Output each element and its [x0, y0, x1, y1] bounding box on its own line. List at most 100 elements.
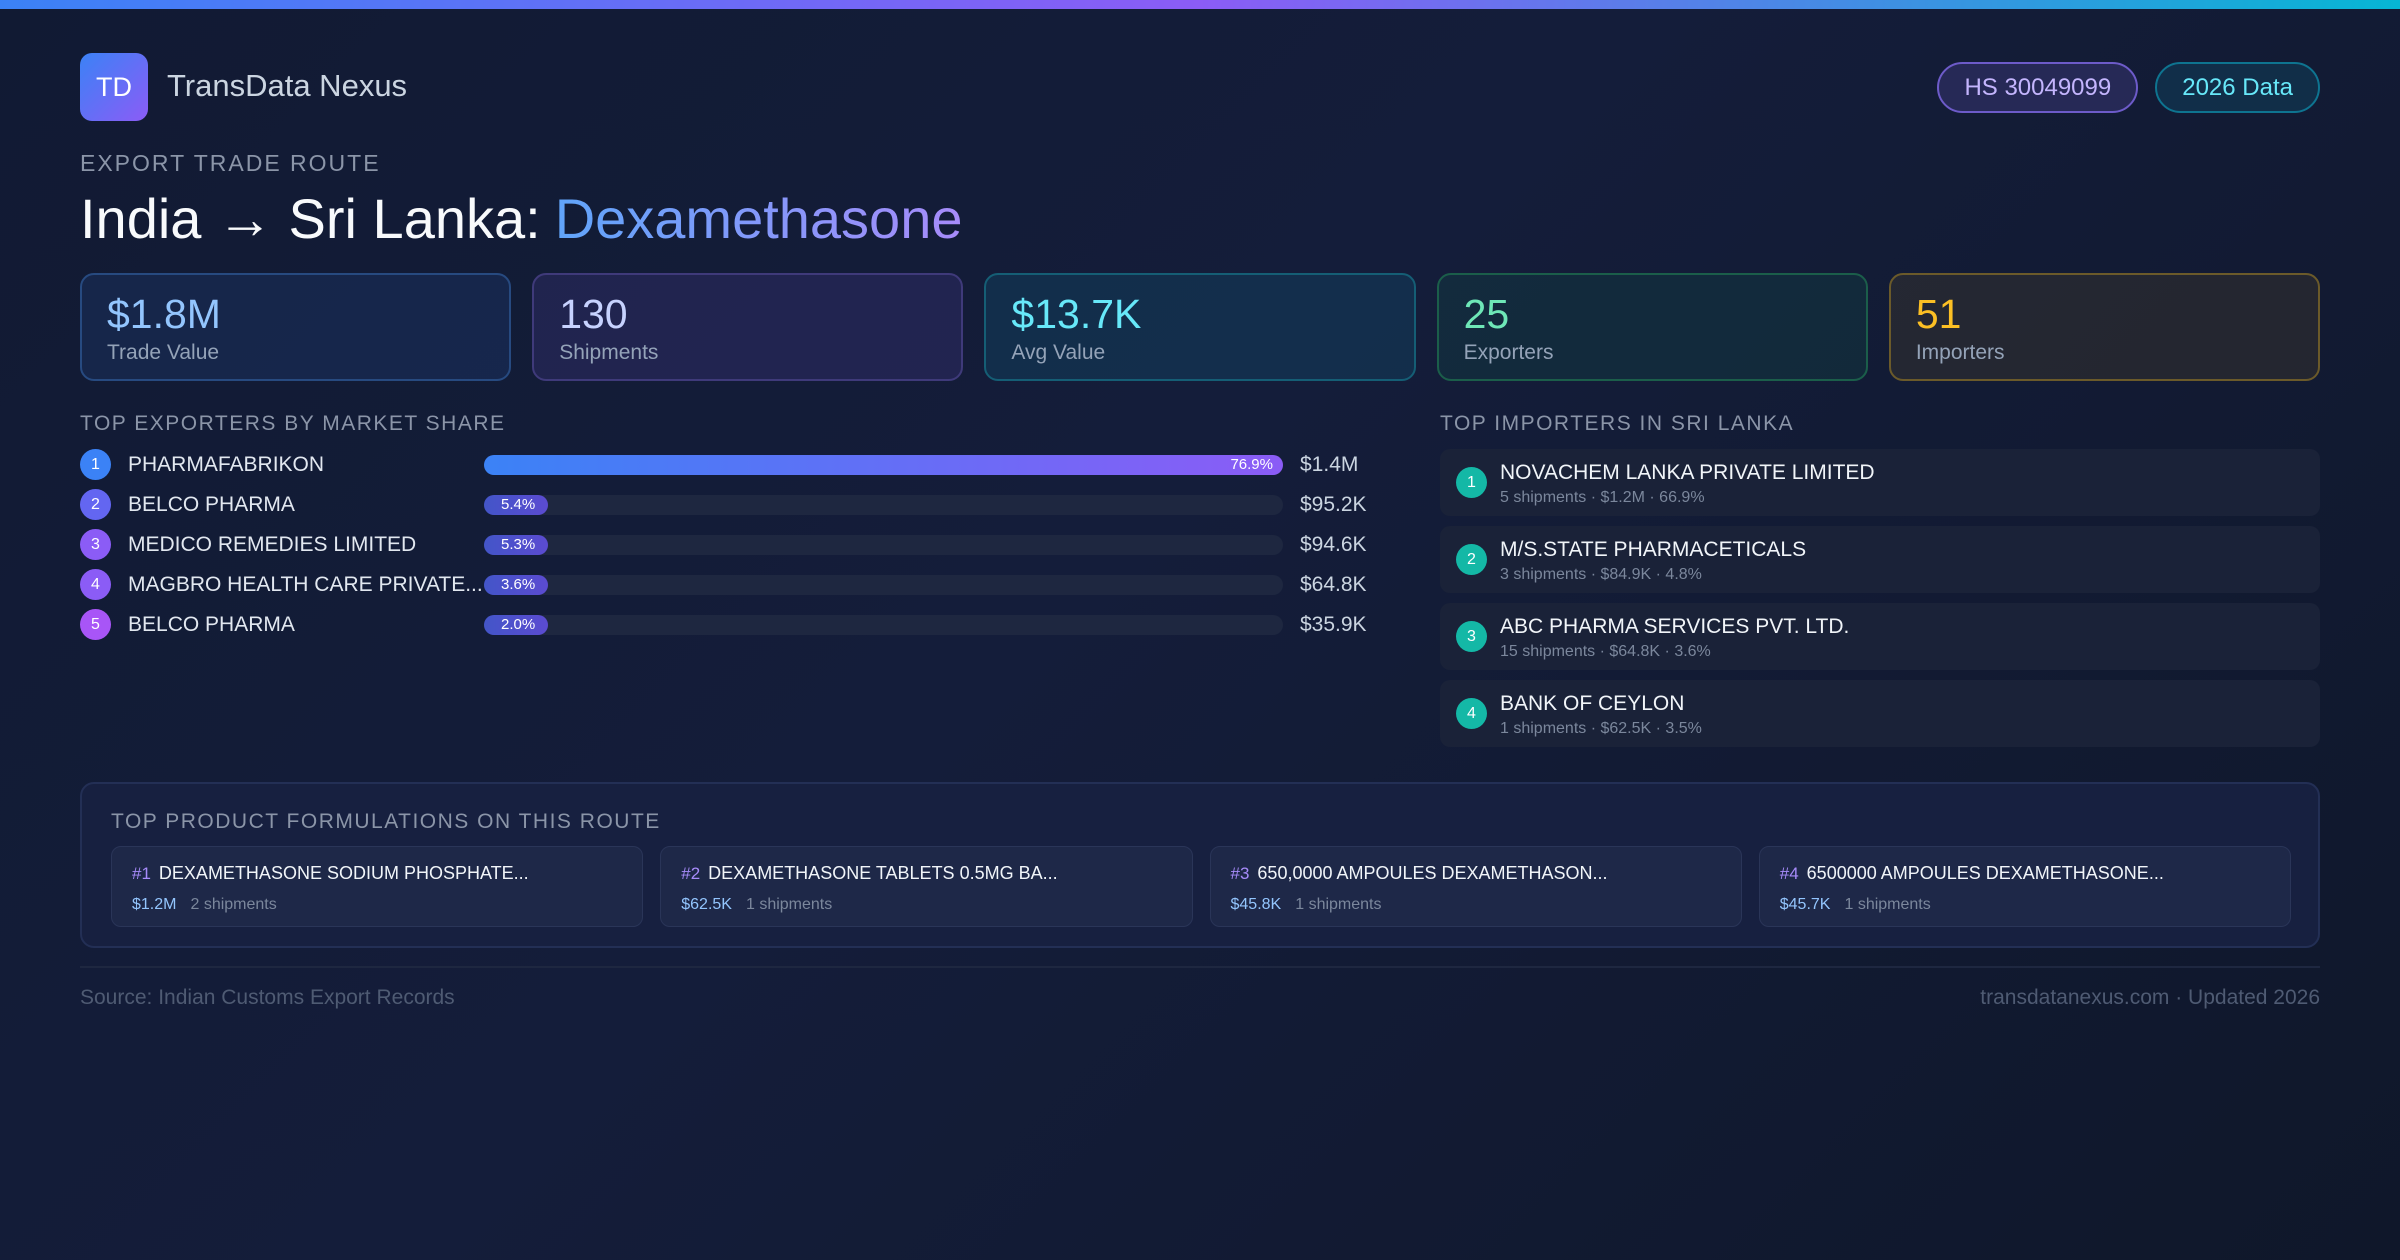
rank-badge: 5: [80, 609, 111, 640]
stat-label: Trade Value: [107, 341, 484, 365]
source: Source: Indian Customs Export Records: [80, 986, 455, 1010]
exporter-name: MEDICO REMEDIES LIMITED: [128, 533, 416, 557]
formulation-card: #3 650,0000 AMPOULES DEXAMETHASON... $45.8…: [1210, 846, 1742, 927]
importer-detail: 5 shipments · $1.2M · 66.9%: [1500, 489, 1705, 507]
formulation-name: 650,0000 AMPOULES DEXAMETHASON...: [1257, 863, 1607, 883]
brand: TransData Nexus: [167, 68, 407, 104]
formulation-name: DEXAMETHASONE SODIUM PHOSPHATE...: [159, 863, 529, 883]
section-title: TOP EXPORTERS BY MARKET SHARE: [80, 412, 506, 436]
formulation-rank: #2: [681, 864, 700, 883]
importer-card: 4 BANK OF CEYLON 1 shipments · $62.5K · 3.…: [1440, 680, 2320, 747]
exporter-row: 3MEDICO REMEDIES LIMITED5.3%$94.6K: [80, 529, 1370, 561]
stat-label: Avg Value: [1011, 341, 1388, 365]
formulation-card: #1 DEXAMETHASONE SODIUM PHOSPHATE... $1.2M…: [111, 846, 643, 927]
stat-card: 130Shipments: [532, 273, 963, 381]
formulation-meta: $45.7K 1 shipments: [1780, 896, 2270, 914]
exporter-value: $35.9K: [1300, 613, 1367, 637]
badges: HS 30049099 2026 Data: [1937, 62, 2320, 113]
importer-card: 3 ABC PHARMA SERVICES PVT. LTD. 15 shipmen…: [1440, 603, 2320, 670]
stat-card: $13.7KAvg Value: [984, 273, 1415, 381]
importer-name: NOVACHEM LANKA PRIVATE LIMITED: [1500, 461, 1875, 485]
importer-detail: 15 shipments · $64.8K · 3.6%: [1500, 643, 1711, 661]
formulation-line: #3 650,0000 AMPOULES DEXAMETHASON...: [1231, 863, 1721, 884]
formulation-line: #2 DEXAMETHASONE TABLETS 0.5MG BA...: [681, 863, 1171, 884]
exporter-value: $1.4M: [1300, 453, 1358, 477]
share-label: 2.0%: [501, 616, 535, 633]
divider: [80, 966, 2320, 968]
product: Dexamethasone: [555, 187, 963, 250]
exporter-value: $64.8K: [1300, 573, 1367, 597]
share-bar: 76.9%: [484, 455, 1283, 475]
bar-track: 3.6%: [484, 575, 1283, 595]
exporter-row: 1PHARMAFABRIKON76.9%$1.4M: [80, 449, 1370, 481]
exporter-name: MAGBRO HEALTH CARE PRIVATE...: [128, 573, 483, 597]
section-title: TOP PRODUCT FORMULATIONS ON THIS ROUTE: [111, 810, 661, 834]
formulation-rank: #1: [132, 864, 151, 883]
formulation-name: DEXAMETHASONE TABLETS 0.5MG BA...: [708, 863, 1057, 883]
formulation-value: $45.8K: [1231, 896, 1282, 913]
importer-name: M/S.STATE PHARMACETICALS: [1500, 538, 1806, 562]
rank-badge: 3: [1456, 621, 1487, 652]
share-label: 76.9%: [1230, 456, 1273, 473]
formulation-shipments: 2 shipments: [190, 896, 276, 913]
title: India → Sri Lanka:Dexamethasone: [80, 186, 963, 251]
stat-value: $1.8M: [107, 289, 484, 339]
formulation-line: #4 6500000 AMPOULES DEXAMETHASONE...: [1780, 863, 2270, 884]
rank-badge: 4: [80, 569, 111, 600]
rank-badge: 1: [80, 449, 111, 480]
share-bar: 5.3%: [484, 535, 548, 555]
stat-label: Exporters: [1464, 341, 1841, 365]
importer-card: 2M/S.STATE PHARMACETICALS3 shipments · $…: [1440, 526, 2320, 593]
share-bar: 5.4%: [484, 495, 548, 515]
importer-name: BANK OF CEYLON: [1500, 692, 1684, 716]
formulations-panel: TOP PRODUCT FORMULATIONS ON THIS ROUTE #…: [80, 782, 2320, 948]
rank-badge: 1: [1456, 467, 1487, 498]
logo: TD: [80, 53, 148, 121]
formulation-card: #4 6500000 AMPOULES DEXAMETHASONE... $45.7…: [1759, 846, 2291, 927]
bar-track: 5.4%: [484, 495, 1283, 515]
importer-name: ABC PHARMA SERVICES PVT. LTD.: [1500, 615, 1849, 639]
exporter-row: 2 BELCO PHARMA 5.4% $95.2K: [80, 489, 1370, 521]
exporter-value: $94.6K: [1300, 533, 1367, 557]
rank-badge: 4: [1456, 698, 1487, 729]
rank-badge: 2: [80, 489, 111, 520]
kicker: EXPORT TRADE ROUTE: [80, 150, 381, 177]
exporter-name: BELCO PHARMA: [128, 493, 295, 517]
formulation-value: $1.2M: [132, 896, 176, 913]
stat-card: $1.8MTrade Value: [80, 273, 511, 381]
formulation-name: 6500000 AMPOULES DEXAMETHASONE...: [1807, 863, 2164, 883]
formulation-cards: #1 DEXAMETHASONE SODIUM PHOSPHATE... $1.2M…: [111, 846, 2291, 927]
bar-track: 5.3%: [484, 535, 1283, 555]
share-label: 5.4%: [501, 496, 535, 513]
importer-detail: 1 shipments · $62.5K · 3.5%: [1500, 720, 1702, 738]
formulation-shipments: 1 shipments: [1844, 896, 1930, 913]
exporter-row: 4 MAGBRO HEALTH CARE PRIVATE... 3.6% $64.8K: [80, 569, 1370, 601]
share-label: 5.3%: [501, 536, 535, 553]
site: transdatanexus.com · Updated 2026: [1980, 986, 2320, 1010]
section-title: TOP IMPORTERS IN SRI LANKA: [1440, 412, 1794, 436]
formulation-rank: #4: [1780, 864, 1799, 883]
exporter-row: 5BELCO PHARMA2.0%$35.9K: [80, 609, 1370, 641]
share-bar: 2.0%: [484, 615, 548, 635]
badge: HS 30049099: [1937, 62, 2138, 113]
formulation-line: #1 DEXAMETHASONE SODIUM PHOSPHATE...: [132, 863, 622, 884]
stat-value: 25: [1464, 289, 1841, 339]
title-text: India → Sri Lanka:: [80, 187, 541, 250]
share-bar: 3.6%: [484, 575, 548, 595]
stat-card: 51Importers: [1889, 273, 2320, 381]
stat-label: Shipments: [559, 341, 936, 365]
stat-value: $13.7K: [1011, 289, 1388, 339]
stats: $1.8MTrade Value130Shipments$13.7KAvg Va…: [80, 273, 2320, 381]
share-label: 3.6%: [501, 576, 535, 593]
formulation-shipments: 1 shipments: [1295, 896, 1381, 913]
exporter-value: $95.2K: [1300, 493, 1367, 517]
formulation-rank: #3: [1231, 864, 1250, 883]
formulation-meta: $45.8K 1 shipments: [1231, 896, 1721, 914]
stat-label: Importers: [1916, 341, 2293, 365]
formulation-meta: $1.2M 2 shipments: [132, 896, 622, 914]
formulation-meta: $62.5K1 shipments: [681, 896, 1171, 914]
bar-track: 76.9%: [484, 455, 1283, 475]
formulation-value: $45.7K: [1780, 896, 1831, 913]
importer-detail: 3 shipments · $84.9K · 4.8%: [1500, 566, 1702, 584]
